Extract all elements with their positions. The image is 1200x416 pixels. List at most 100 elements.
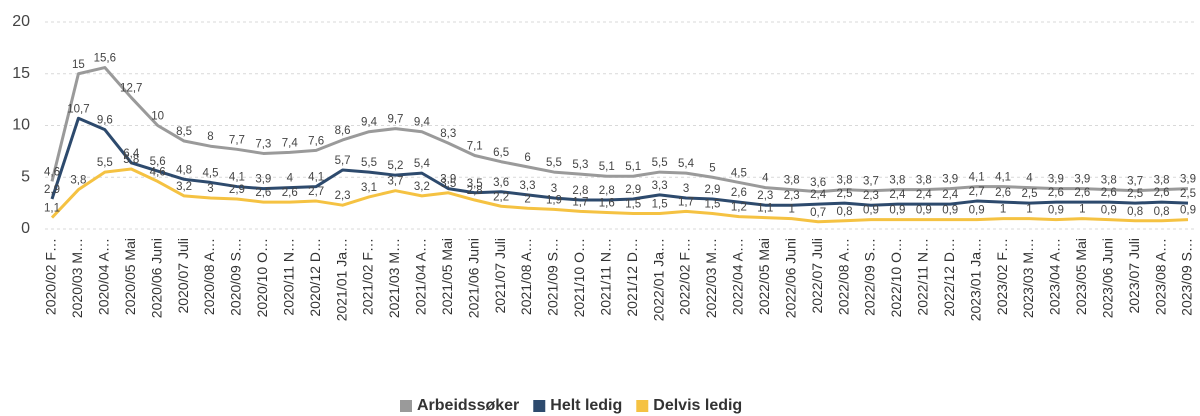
y-tick-label: 0 [21,220,30,237]
data-label: 5,7 [335,155,351,167]
data-label: 2,4 [916,189,933,201]
data-label: 2,7 [969,186,985,198]
x-tick-label: 2022/07 Juli [809,238,825,314]
legend-swatch [533,400,546,412]
data-label: 3,6 [493,177,509,189]
data-label: 0,9 [942,205,958,217]
data-label: 7,6 [308,135,324,147]
data-label: 3,8 [1101,175,1117,187]
data-label: 2,9 [704,184,720,196]
data-label: 8,3 [440,128,456,140]
data-label: 0,9 [1180,205,1196,217]
x-tick-label: 2021/08 A… [518,238,534,315]
data-label: 4 [762,173,769,185]
data-label: 5,5 [361,157,377,169]
data-label: 1,7 [678,196,694,208]
data-label: 9,6 [97,115,113,127]
data-label: 2,6 [1048,187,1064,199]
data-label: 0,8 [837,206,853,218]
data-label: 1,9 [546,194,562,206]
data-label: 7,1 [467,141,483,153]
data-label: 3,3 [520,180,536,192]
data-label: 1,5 [652,199,668,211]
data-label: 5,5 [546,157,562,169]
data-label: 3,8 [784,175,800,187]
data-label: 8 [207,131,213,143]
x-tick-label: 2021/05 Mai [439,238,455,315]
data-label: 3 [207,183,213,195]
x-tick-label: 2023/04 A… [1047,238,1063,315]
data-label: 2,8 [599,185,615,197]
data-label: 7,3 [255,138,271,150]
legend-label: Delvis ledig [653,397,742,414]
data-label: 3,9 [440,174,456,186]
data-label: 4,5 [731,167,747,179]
data-label: 1,1 [44,203,60,215]
data-label: 3,7 [863,176,879,188]
data-label: 3,8 [70,175,86,187]
data-label: 1,5 [625,199,641,211]
data-label: 8,5 [176,126,192,138]
data-label: 0,9 [916,205,932,217]
data-label: 2,7 [308,186,324,198]
data-label: 4,1 [969,172,985,184]
data-label: 3 [683,183,689,195]
data-label: 7,4 [282,137,299,149]
x-tick-label: 2023/07 Juli [1126,238,1142,314]
data-label: 0,9 [1101,205,1117,217]
data-label: 5,1 [625,161,641,173]
data-label: 2,4 [889,189,906,201]
data-label: 3,6 [810,177,826,189]
data-label: 5,8 [123,154,139,166]
data-label: 3,9 [1048,174,1064,186]
data-label: 1,7 [572,196,588,208]
data-label: 3,8 [1154,175,1170,187]
x-tick-label: 2021/06 Juni [465,238,481,318]
x-tick-label: 2022/04 A… [730,238,746,315]
data-label: 3,2 [414,181,430,193]
data-label: 2,3 [757,190,773,202]
x-tick-label: 2022/08 A… [835,238,851,315]
data-label: 2,3 [335,190,351,202]
data-label: 3,5 [440,178,456,190]
data-label: 3,1 [361,182,377,194]
data-label: 2,9 [625,184,641,196]
data-label: 3,8 [889,175,905,187]
data-label: 2 [524,193,530,205]
x-tick-label: 2021/11 N… [597,238,613,316]
x-tick-label: 2020/08 A… [201,238,217,315]
legend-label: Arbeidssøker [417,397,519,414]
data-label: 2,6 [1101,187,1117,199]
data-label: 4 [287,173,294,185]
x-tick-label: 2021/04 A… [413,238,429,315]
data-label: 1,2 [731,202,747,214]
x-tick-label: 2023/03 M… [1020,238,1036,318]
data-label: 2,5 [1180,188,1196,200]
data-label: 2,6 [995,187,1011,199]
data-label: 10,7 [67,103,89,115]
data-label: 5,4 [678,158,695,170]
data-label: 2,9 [44,184,60,196]
data-label: 0,9 [863,205,879,217]
x-tick-label: 2021/02 F… [360,238,376,315]
data-label: 7,7 [229,134,245,146]
data-label: 3,2 [176,181,192,193]
data-label: 0,9 [969,205,985,217]
x-tick-label: 2020/05 Mai [122,238,138,315]
x-tick-label: 2022/12 D… [941,238,957,317]
data-label: 4,8 [176,164,192,176]
data-label: 1 [1000,204,1006,216]
data-label: 4,6 [150,166,166,178]
data-label: 3,3 [652,180,668,192]
data-label: 8,6 [335,125,351,137]
x-tick-label: 2020/10 O… [254,238,270,317]
x-tick-label: 2023/08 A… [1152,238,1168,315]
data-label: 1,6 [599,197,615,209]
data-label: 3,9 [1180,174,1196,186]
data-label: 2,6 [1154,187,1170,199]
data-label: 6 [524,152,530,164]
data-label: 12,7 [120,83,142,95]
legend-label: Helt ledig [550,397,622,414]
data-label: 4 [1026,173,1033,185]
